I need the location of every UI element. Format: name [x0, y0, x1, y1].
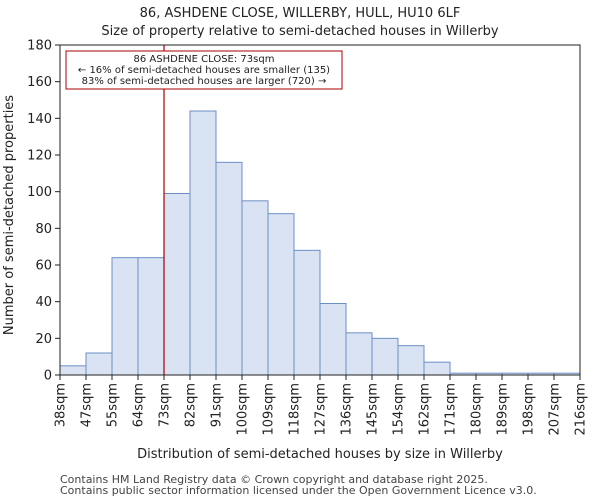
x-axis-title: Distribution of semi-detached houses by … [137, 447, 503, 462]
bar-82sqm [189, 110, 217, 376]
x-axis-ticks: 38sqm 47sqm 55sqm 64sqm 73sqm 82sqm 91sqm 100sq… [54, 375, 589, 436]
y-tick-label: 0 [44, 369, 52, 384]
y-axis-title: Number of semi-detached properties [2, 95, 17, 335]
bar-47sqm [85, 352, 113, 376]
y-tick-label: 20 [35, 332, 52, 347]
x-tick-label: 207sqm [548, 383, 563, 436]
annotation-line-1: 86 ASHDENE CLOSE: 73sqm [134, 54, 275, 65]
y-axis-ticks: 0 20 40 60 80 100 120 140 160 180 [27, 39, 60, 384]
y-tick-label: 140 [27, 112, 52, 127]
bar-162sqm [423, 361, 451, 376]
chart-title-line: 86, ASHDENE CLOSE, WILLERBY, HULL, HU10 … [140, 6, 461, 21]
bar-118sqm [293, 249, 321, 376]
bar-127sqm [319, 303, 347, 376]
bar-64sqm [137, 257, 165, 376]
x-tick-label: 136sqm [340, 383, 355, 436]
bar-100sqm [241, 200, 269, 376]
y-tick-label: 40 [35, 295, 52, 310]
bar-109sqm [267, 213, 295, 376]
y-tick-label: 100 [27, 185, 52, 200]
x-tick-label: 154sqm [392, 383, 407, 436]
x-tick-label: 73sqm [158, 383, 173, 427]
bar-91sqm [215, 161, 243, 376]
bar-73sqm [163, 193, 191, 376]
x-tick-label: 91sqm [210, 383, 225, 427]
y-tick-label: 160 [27, 75, 52, 90]
y-tick-label: 180 [27, 39, 52, 54]
x-tick-label: 198sqm [522, 383, 537, 436]
bar-136sqm [345, 332, 373, 376]
bars-group [59, 110, 581, 376]
x-tick-label: 145sqm [366, 383, 381, 436]
footer-licence: Contains public sector information licen… [60, 484, 537, 497]
x-tick-label: 38sqm [54, 383, 69, 427]
x-tick-label: 47sqm [80, 383, 95, 427]
annotation-line-2: ← 16% of semi-detached houses are smalle… [78, 65, 330, 76]
chart-subtitle-line: Size of property relative to semi-detach… [101, 24, 499, 39]
y-tick-label: 80 [35, 222, 52, 237]
x-tick-label: 216sqm [574, 383, 589, 436]
x-tick-label: 109sqm [262, 383, 277, 436]
bar-55sqm [111, 257, 139, 376]
annotation-frame [65, 50, 343, 90]
x-tick-label: 162sqm [418, 383, 433, 436]
plot-area-frame [59, 44, 581, 376]
x-tick-label: 82sqm [184, 383, 199, 427]
x-tick-label: 127sqm [314, 383, 329, 436]
annotation-box: 86 ASHDENE CLOSE: 73sqm ← 16% of semi-de… [65, 50, 343, 90]
x-tick-label: 64sqm [132, 383, 147, 427]
footer-copyright: Contains HM Land Registry data © Crown c… [60, 473, 488, 486]
x-tick-label: 171sqm [444, 383, 459, 436]
x-tick-label: 180sqm [470, 383, 485, 436]
bar-145sqm [371, 337, 399, 376]
y-tick-label: 60 [35, 259, 52, 274]
y-tick-label: 120 [27, 149, 52, 164]
chart-title: 86, ASHDENE CLOSE, WILLERBY, HULL, HU10 … [101, 6, 499, 39]
bar-154sqm [397, 345, 425, 376]
x-tick-label: 55sqm [106, 383, 121, 427]
annotation-line-3: 83% of semi-detached houses are larger (… [82, 76, 327, 87]
x-tick-label: 189sqm [496, 383, 511, 436]
bar-38sqm [59, 365, 87, 376]
x-tick-label: 118sqm [288, 383, 303, 436]
x-tick-label: 100sqm [236, 383, 251, 436]
